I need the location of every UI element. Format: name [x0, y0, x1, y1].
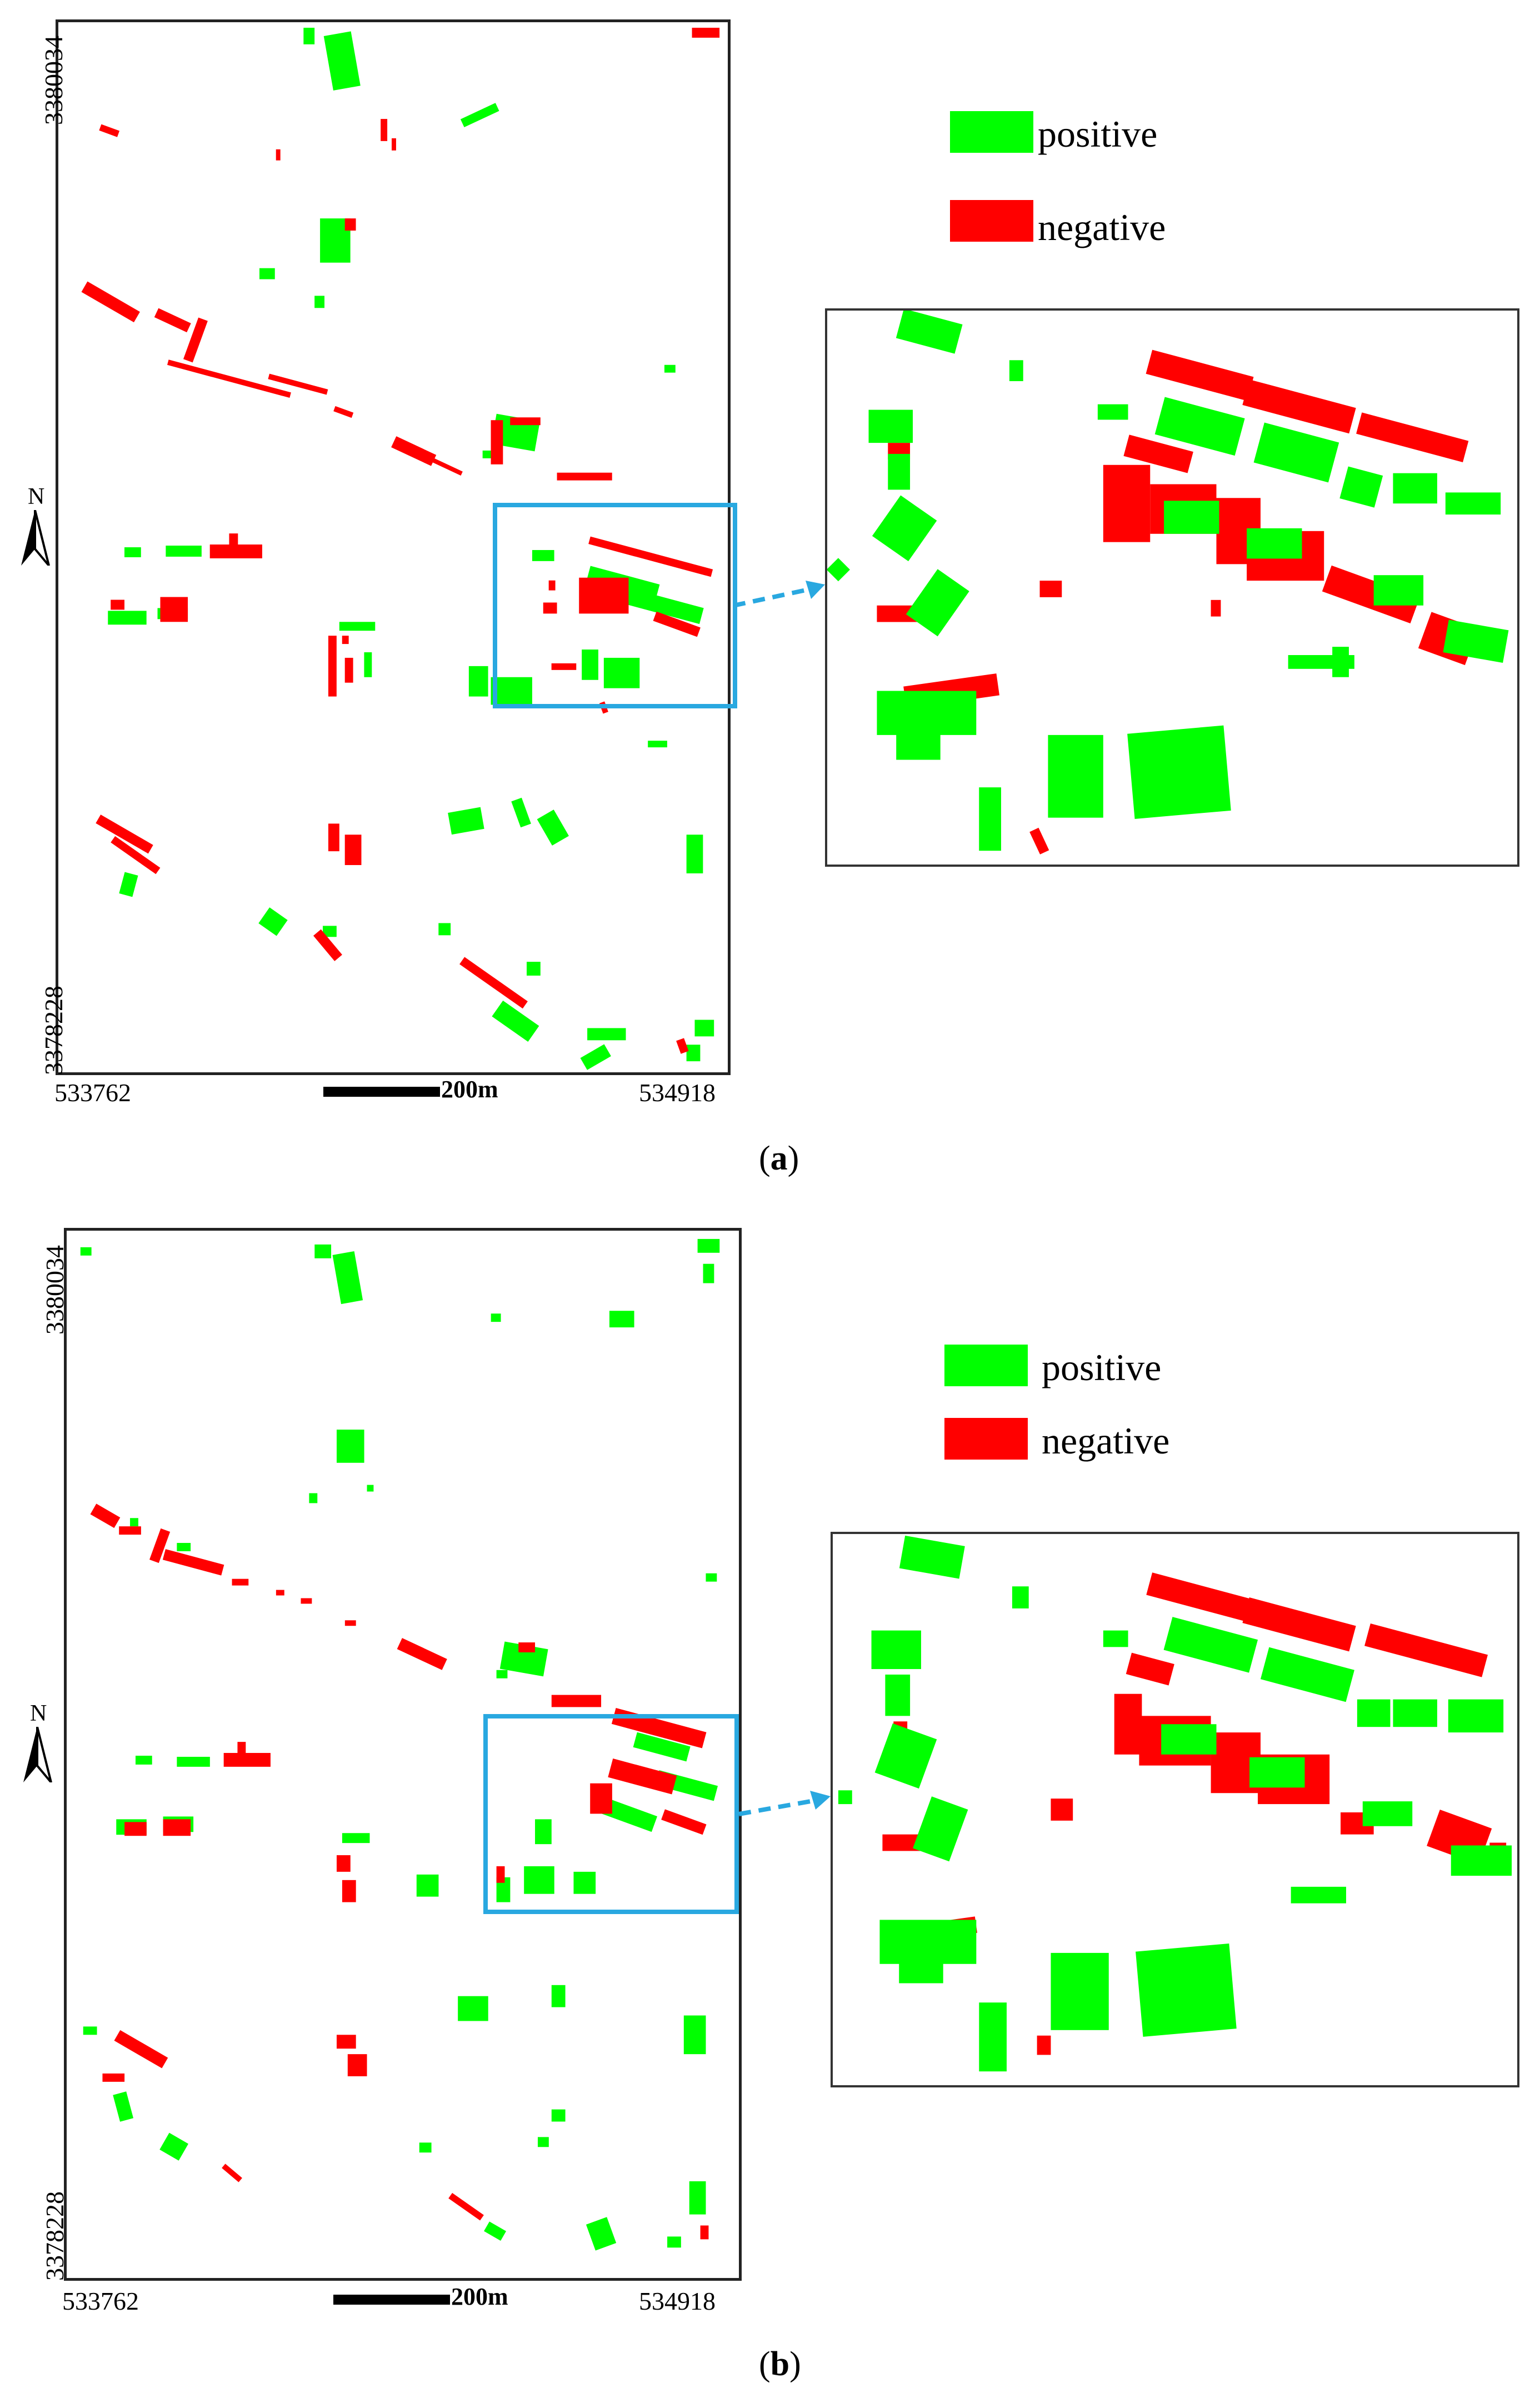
map-frame-b	[64, 1228, 742, 2281]
zoom-region-box	[483, 1714, 739, 1914]
legend-positive-label: positive	[1038, 113, 1158, 155]
y-coord-bottom: 3378228	[41, 2191, 69, 2281]
inset-map-a	[825, 308, 1519, 867]
legend-positive-swatch	[944, 1345, 1028, 1386]
x-coord-right: 534918	[639, 1078, 716, 1107]
north-arrow-icon	[21, 510, 50, 566]
inset-map-b	[831, 1532, 1519, 2087]
north-arrow: N	[18, 1700, 57, 1783]
panel-b: 3380034 3378228 533762 534918 200m N pos…	[0, 1206, 1540, 2408]
caption-a-open: (	[759, 1140, 771, 1177]
x-coord-right: 534918	[639, 2287, 716, 2315]
north-arrow-icon	[23, 1727, 52, 1782]
legend-positive-swatch	[950, 111, 1033, 153]
y-coord-bottom: 3378228	[39, 986, 68, 1075]
panel-a: 3380034 3378228 533762 534918 200m N pos…	[16, 19, 1519, 1178]
caption-b: (b)	[759, 2345, 801, 2384]
caption-a-close: )	[787, 1140, 799, 1177]
building-map-a	[81, 27, 720, 1070]
scale-bar	[323, 1087, 440, 1097]
x-coord-left: 533762	[62, 2287, 139, 2315]
caption-b-close: )	[789, 2345, 801, 2383]
caption-b-letter: b	[770, 2345, 790, 2383]
legend-negative-label: negative	[1038, 206, 1166, 248]
map-frame-a	[56, 19, 731, 1075]
y-coord-top: 3380034	[39, 36, 68, 125]
legend-positive-label: positive	[1042, 1346, 1162, 1388]
zoom-region-box	[493, 503, 737, 708]
legend-negative-swatch	[944, 1418, 1028, 1460]
legend-negative-swatch	[950, 200, 1033, 242]
caption-a-letter: a	[770, 1140, 788, 1177]
scale-bar	[333, 2295, 450, 2305]
inset-buildings-a	[827, 311, 1509, 855]
scale-label: 200m	[451, 2283, 508, 2310]
building-map-b	[80, 1238, 720, 2251]
scale-label: 200m	[441, 1076, 498, 1103]
caption-b-open: (	[759, 2345, 771, 2383]
x-coord-left: 533762	[54, 1078, 131, 1107]
north-label: N	[30, 1701, 47, 1726]
legend-negative-label: negative	[1042, 1420, 1170, 1462]
north-arrow: N	[16, 483, 54, 567]
zoom-arrow-icon	[739, 1791, 831, 1816]
inset-buildings-b	[838, 1535, 1512, 2072]
caption-a: (a)	[759, 1139, 799, 1178]
zoom-arrow-icon	[733, 581, 825, 608]
y-coord-top: 3380034	[41, 1245, 69, 1335]
north-label: N	[28, 484, 45, 509]
